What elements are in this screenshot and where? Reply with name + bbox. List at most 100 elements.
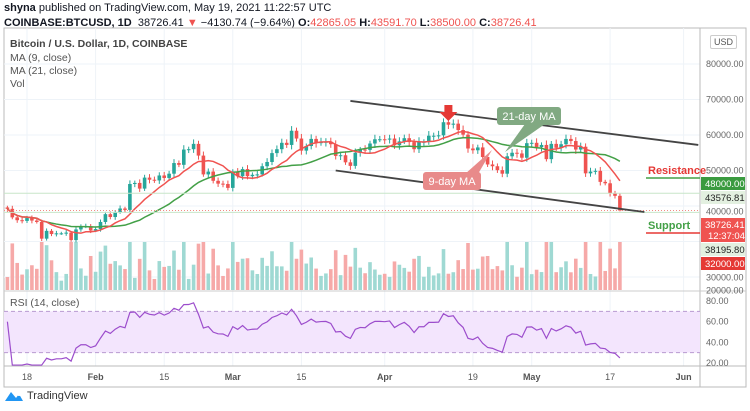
volume-bar	[402, 267, 407, 290]
price-tick-label: 50000.00	[706, 166, 744, 176]
time-tick-label: 15	[159, 372, 169, 382]
volume-bar	[182, 242, 186, 290]
candle-body	[49, 230, 54, 235]
volume-bar	[407, 271, 411, 290]
candle-body	[314, 138, 318, 144]
volume-bar	[603, 270, 607, 290]
candle-body	[436, 135, 441, 137]
volume-bar	[103, 245, 108, 290]
volume-bar	[137, 258, 142, 290]
candle-body	[613, 193, 617, 196]
ma21-callout: 21-day MA	[497, 107, 561, 152]
volume-bar	[358, 267, 362, 290]
volume-bar	[59, 280, 64, 290]
candle-body	[162, 175, 166, 178]
volume-bar	[10, 243, 15, 290]
volume-bar	[250, 270, 255, 290]
candle-body	[93, 229, 98, 231]
candle-body	[574, 141, 578, 150]
volume-bar	[49, 260, 54, 290]
volume-bar	[93, 271, 98, 290]
candle-body	[79, 226, 83, 230]
candle-body	[186, 149, 191, 151]
volume-bar	[466, 242, 470, 290]
candle-body	[44, 230, 49, 239]
volume-bar	[88, 255, 93, 290]
candle-body	[490, 164, 495, 167]
rsi-tick-label: 20.00	[706, 358, 729, 368]
candle-body	[201, 155, 206, 175]
volume-bar	[191, 264, 196, 290]
candle-body	[206, 171, 211, 175]
volume-bar	[152, 278, 157, 290]
volume-bar	[392, 261, 397, 290]
candle-body	[15, 217, 19, 221]
candle-body	[294, 130, 299, 139]
legend-ma9[interactable]: MA (9, close)	[10, 52, 72, 64]
candle-body	[358, 149, 362, 153]
candle-body	[309, 138, 313, 147]
candle-body	[427, 135, 431, 142]
price-tick-label: 80000.00	[706, 59, 744, 69]
candle-body	[20, 220, 24, 222]
last-price: 38726.41	[137, 17, 184, 29]
volume-bar	[382, 273, 387, 290]
candle-body	[289, 130, 294, 145]
price-label-text: 38195.80	[705, 245, 745, 256]
candle-body	[196, 143, 201, 156]
candle-body	[539, 144, 544, 148]
currency-button[interactable]: USD	[710, 35, 738, 49]
volume-bar	[270, 251, 274, 290]
volume-bar	[539, 272, 544, 290]
legend-rsi[interactable]: RSI (14, close)	[10, 297, 80, 309]
candle-body	[231, 171, 235, 188]
volume-bar	[245, 258, 250, 290]
candle-body	[147, 177, 152, 180]
legend-vol[interactable]: Vol	[10, 78, 25, 90]
volume-bar	[44, 245, 49, 290]
candle-body	[368, 143, 372, 150]
candle-body	[564, 138, 568, 145]
candle-body	[235, 171, 240, 177]
price-label-text: 48000.00	[705, 179, 745, 190]
volume-bar	[79, 268, 83, 290]
price-tick-label: 70000.00	[706, 95, 744, 105]
callout-text: 21-day MA	[502, 111, 556, 123]
candle-body	[329, 141, 333, 145]
candle-body	[59, 233, 64, 235]
candle-body	[510, 152, 514, 157]
close-value: 38726.41	[490, 17, 537, 29]
volume-bar	[265, 265, 269, 290]
volume-bar	[378, 274, 382, 290]
volume-bar	[30, 265, 34, 290]
volume-bar	[446, 273, 451, 290]
candle-body	[39, 221, 44, 239]
volume-bar	[299, 249, 304, 290]
price-tick-label: 30000.00	[706, 273, 744, 283]
candle-body	[280, 142, 284, 150]
volume-bar	[15, 262, 19, 290]
legend-ma21[interactable]: MA (21, close)	[10, 65, 78, 77]
high-value: 43591.70	[370, 17, 417, 29]
candle-body	[167, 173, 171, 178]
volume-bar	[255, 273, 260, 290]
candle-body	[495, 166, 500, 171]
volume-bar	[495, 266, 500, 290]
volume-bar	[206, 273, 211, 290]
candle-body	[245, 169, 250, 177]
volume-bar	[363, 273, 367, 290]
candle-body	[348, 162, 353, 166]
candle-body	[103, 214, 108, 222]
candle-body	[431, 135, 436, 137]
volume-bar	[618, 242, 622, 290]
candle-body	[544, 144, 549, 160]
brand-name[interactable]: TradingView	[27, 390, 88, 402]
candle-body	[520, 153, 524, 158]
volume-bar	[353, 247, 358, 290]
volume-bar	[578, 267, 583, 290]
price-label-box	[701, 191, 745, 204]
author[interactable]: shyna	[4, 2, 36, 14]
callout-box	[497, 107, 561, 125]
time-tick-label: Jun	[676, 372, 692, 382]
